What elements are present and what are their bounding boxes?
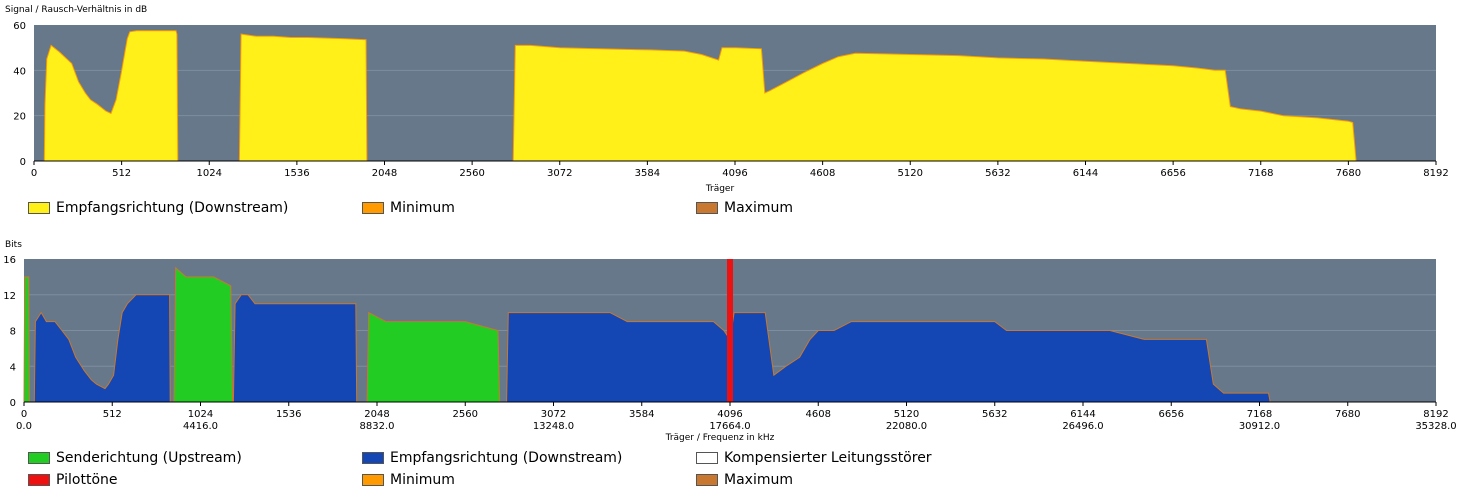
snr-xticks: 0 512 1024 1536 2048 2560 3072 3584 4096 4608 5120… (31, 160, 1449, 179)
bits-legend-minimum-swatch (362, 474, 384, 486)
snr-xtick-label: 0 (31, 168, 37, 179)
snr-xtick-label: 7168 (1248, 168, 1273, 179)
bits-xtick-label: 3584 (629, 409, 654, 420)
bits-legend-minimum-label: Minimum (390, 472, 455, 488)
bits-xlabel: Träger / Frequenz in kHz (665, 433, 775, 443)
bits-xtick-khz-label: 4416.0 (183, 421, 218, 432)
bits-xtick-khz-label: 13248.0 (533, 421, 574, 432)
snr-xtick-label: 4096 (722, 168, 747, 179)
snr-legend-downstream-label: Empfangsrichtung (Downstream) (56, 200, 289, 216)
snr-downstream-area (44, 30, 1357, 162)
bits-xtick-label: 1536 (276, 409, 301, 420)
snr-xtick-label: 7680 (1336, 168, 1361, 179)
snr-yticks: 0 20 40 60 (13, 21, 26, 168)
snr-minimum-line (43, 30, 1357, 162)
bits-xtick-label: 6656 (1159, 409, 1184, 420)
bits-xtick-label: 8192 (1423, 409, 1448, 420)
snr-xtick-label: 5120 (898, 168, 923, 179)
snr-legend-maximum: Maximum (696, 200, 793, 216)
bits-legend-pilot-swatch (28, 474, 50, 486)
snr-xtick-label: 4608 (810, 168, 835, 179)
snr-ytick-label: 60 (13, 21, 26, 32)
bits-xtick-khz-label: 35328.0 (1415, 421, 1456, 432)
snr-legend-maximum-swatch (696, 202, 718, 214)
bits-legend-minimum: Minimum (362, 472, 455, 488)
bits-legend-interference: Kompensierter Leitungsstörer (696, 450, 932, 466)
bits-xtick-khz-label: 0.0 (16, 421, 32, 432)
bits-xtick-label: 512 (103, 409, 122, 420)
snr-ytick-label: 20 (13, 112, 26, 123)
bits-xtick-khz-label: 30912.0 (1239, 421, 1280, 432)
snr-xtick-label: 3584 (635, 168, 660, 179)
bits-upstream-area (24, 267, 500, 402)
bits-xtick-label: 6144 (1070, 409, 1095, 420)
bits-legend-upstream: Senderichtung (Upstream) (28, 450, 242, 466)
bits-legend-interference-label: Kompensierter Leitungsstörer (724, 450, 932, 466)
snr-legend-minimum-swatch (362, 202, 384, 214)
snr-legend-downstream: Empfangsrichtung (Downstream) (28, 200, 288, 216)
bits-ytick-label: 12 (3, 291, 16, 302)
bits-xtick-label: 1024 (188, 409, 213, 420)
bits-legend-pilot-label: Pilottöne (56, 472, 118, 488)
bits-legend-maximum-swatch (696, 474, 718, 486)
snr-xtick-label: 5632 (985, 168, 1010, 179)
bits-legend-upstream-label: Senderichtung (Upstream) (56, 450, 242, 466)
bits-legend-downstream-label: Empfangsrichtung (Downstream) (390, 450, 623, 466)
bits-ytick-label: 16 (3, 255, 16, 266)
bits-xtick-khz-label: 8832.0 (360, 421, 395, 432)
snr-legend-maximum-label: Maximum (724, 200, 793, 216)
snr-xtick-label: 3072 (547, 168, 572, 179)
bits-xticks-khz: 0.0 4416.0 8832.0 13248.0 17664.0 22080.0 2649… (16, 421, 1457, 432)
bits-legend-upstream-swatch (28, 452, 50, 464)
bits-yticks: 0 4 8 12 16 (3, 255, 16, 409)
bits-xtick-label: 2048 (364, 409, 389, 420)
bits-xtick-label: 3072 (541, 409, 566, 420)
snr-legend-minimum-label: Minimum (390, 200, 455, 216)
bits-legend-pilot: Pilottöne (28, 472, 118, 488)
bits-ytick-label: 0 (10, 398, 16, 409)
snr-legend-minimum: Minimum (362, 200, 455, 216)
snr-xtick-label: 6656 (1160, 168, 1185, 179)
bits-xtick-label: 5120 (894, 409, 919, 420)
bits-xtick-label: 4096 (717, 409, 742, 420)
bits-xtick-label: 4608 (806, 409, 831, 420)
snr-xtick-label: 512 (112, 168, 131, 179)
bits-ytick-label: 4 (10, 362, 16, 373)
snr-ytick-label: 40 (13, 66, 26, 77)
bits-xtick-khz-label: 26496.0 (1062, 421, 1103, 432)
snr-xtick-label: 1024 (197, 168, 222, 179)
snr-ylabel: Signal / Rausch-Verhältnis in dB (5, 5, 147, 15)
bits-ytick-label: 8 (10, 327, 16, 338)
bits-legend-maximum: Maximum (696, 472, 793, 488)
bits-xtick-label: 2560 (453, 409, 478, 420)
bits-xticks: 0 512 1024 1536 2048 2560 3072 3584 4096 4608 5120… (21, 401, 1449, 420)
bits-downstream-area (34, 294, 1271, 402)
bits-legend-maximum-label: Maximum (724, 472, 793, 488)
snr-xtick-label: 8192 (1423, 168, 1448, 179)
snr-xtick-label: 6144 (1073, 168, 1098, 179)
bits-xtick-khz-label: 17664.0 (709, 421, 750, 432)
bits-legend-downstream: Empfangsrichtung (Downstream) (362, 450, 622, 466)
snr-xlabel: Träger (705, 184, 735, 194)
bits-xtick-khz-label: 22080.0 (886, 421, 927, 432)
bits-xtick-label: 0 (21, 409, 27, 420)
bits-ylabel: Bits (5, 240, 22, 250)
pilot-tone-bar (727, 259, 733, 402)
snr-ytick-label: 0 (20, 157, 26, 168)
bits-pilot-tones (727, 259, 733, 402)
bits-legend-interference-swatch (696, 452, 718, 464)
snr-legend-downstream-swatch (28, 202, 50, 214)
bits-xtick-label: 7680 (1335, 409, 1360, 420)
snr-xtick-label: 2048 (372, 168, 397, 179)
bits-xtick-label: 7168 (1247, 409, 1272, 420)
bits-legend-downstream-swatch (362, 452, 384, 464)
snr-xtick-label: 1536 (284, 168, 309, 179)
snr-xtick-label: 2560 (459, 168, 484, 179)
bits-xtick-label: 5632 (982, 409, 1007, 420)
